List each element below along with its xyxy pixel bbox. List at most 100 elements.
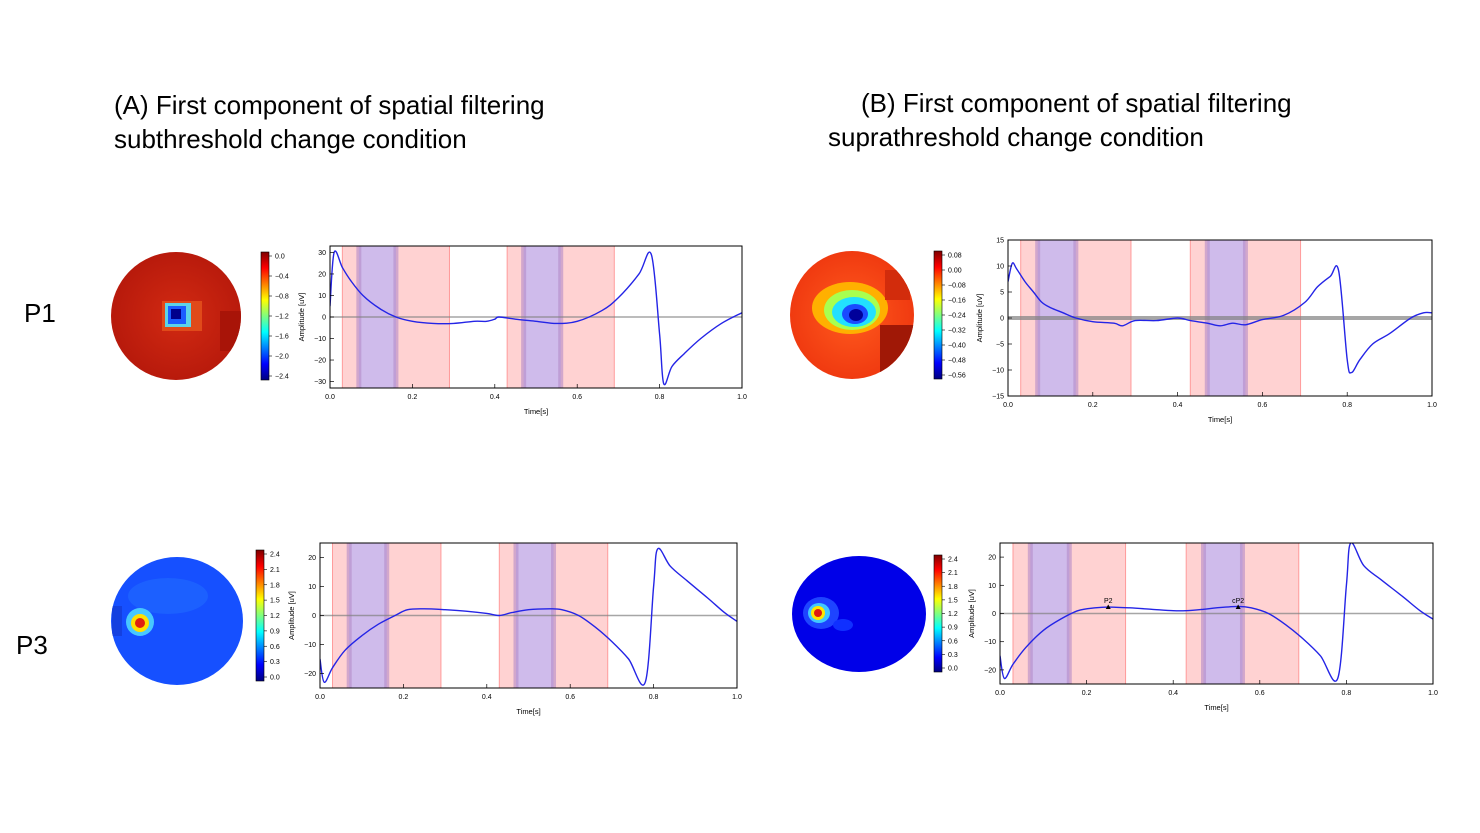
colorbar-label: 0.9	[948, 625, 958, 632]
colorbar-label: 0.0	[270, 675, 280, 682]
y-tick-label: −5	[996, 342, 1004, 349]
y-axis-label: Amplitude [uV]	[287, 591, 296, 640]
x-tick-label: 0.8	[1342, 690, 1352, 697]
x-tick-label: 0.6	[1258, 402, 1268, 409]
y-axis-label: Amplitude [uV]	[297, 293, 306, 342]
row-label-p1: P1	[24, 298, 56, 328]
x-tick-label: 0.0	[325, 394, 335, 401]
y-tick-label: 20	[988, 555, 996, 562]
x-tick-label: 0.2	[399, 694, 409, 701]
title-suprathreshold: (B) First component of spatial filtering…	[828, 86, 1292, 154]
x-axis-label: Time[s]	[516, 707, 540, 716]
x-tick-label: 0.8	[649, 694, 659, 701]
x-tick-label: 0.8	[655, 394, 665, 401]
chart-a-p3: 2.4 2.1 1.8 1.5 1.2 0.9 0.6 0.3 0.0 0.0 0.2 0.4 0.6 0…	[255, 542, 742, 716]
colorbar-label: 0.00	[948, 268, 962, 275]
x-tick-label: 0.4	[490, 394, 500, 401]
colorbar-label: 0.9	[270, 628, 280, 635]
x-tick-label: 0.0	[995, 690, 1005, 697]
colorbar	[255, 549, 265, 682]
colorbar-label: 2.4	[948, 557, 958, 564]
colorbar-label: −1.2	[275, 314, 289, 321]
y-axis-label: Amplitude [uV]	[975, 294, 984, 343]
x-tick-label: 0.0	[315, 694, 325, 701]
peak-marker	[1235, 604, 1241, 610]
colorbar-label: 1.8	[948, 584, 958, 591]
chart-a-p1: 0.0 −0.4 −0.8 −1.2 −1.6 −2.0 −2.4 0.0 0.2 0.4 0.6 0…	[260, 245, 747, 416]
y-tick-label: 10	[996, 264, 1004, 271]
title-b-line2: suprathreshold change condition	[828, 122, 1204, 152]
series-line	[330, 250, 742, 386]
x-tick-label: 0.6	[572, 394, 582, 401]
y-tick-label: 0	[312, 613, 316, 620]
title-a-line1: (A) First component of spatial filtering	[114, 90, 545, 120]
colorbar-label: 1.2	[270, 613, 280, 620]
colorbar-label: 1.8	[270, 582, 280, 589]
title-a-line2: subthreshold change condition	[114, 124, 467, 154]
y-tick-label: −20	[304, 671, 316, 678]
peak-label: P2	[1104, 598, 1113, 605]
colorbar-label: −2.4	[275, 374, 289, 381]
colorbar-label: −0.24	[948, 313, 966, 320]
colorbar-label: 2.4	[270, 552, 280, 559]
row-label-p3: P3	[16, 630, 48, 660]
y-tick-label: 5	[1000, 290, 1004, 297]
colorbar	[933, 554, 943, 673]
chart-b-p3: 2.4 2.1 1.8 1.5 1.2 0.9 0.6 0.3 0.0 P2 cP2 0.0 0.2 0.…	[933, 542, 1438, 712]
peak-label: cP2	[1232, 598, 1244, 605]
x-axis-label: Time[s]	[1208, 415, 1232, 424]
colorbar-label: −0.4	[275, 274, 289, 281]
colorbar-label: −0.48	[948, 358, 966, 365]
colorbar-label: 0.3	[270, 659, 280, 666]
colorbar-label: −0.16	[948, 298, 966, 305]
topomap-a-p3	[111, 557, 243, 685]
title-subthreshold: (A) First component of spatial filtering…	[114, 88, 545, 156]
colorbar-label: 0.08	[948, 253, 962, 260]
colorbar-label: 0.3	[948, 652, 958, 659]
colorbar-label: 1.2	[948, 611, 958, 618]
x-tick-label: 0.2	[408, 394, 418, 401]
x-tick-label: 0.4	[1173, 402, 1183, 409]
y-tick-label: −15	[992, 394, 1004, 401]
y-tick-label: 30	[318, 250, 326, 257]
title-b-line1: (B) First component of spatial filtering	[861, 88, 1292, 118]
x-tick-label: 0.0	[1003, 402, 1013, 409]
y-tick-label: 0	[992, 611, 996, 618]
y-tick-label: 10	[988, 583, 996, 590]
y-tick-label: −20	[314, 358, 326, 365]
series-line	[1008, 262, 1432, 374]
colorbar-label: −0.32	[948, 328, 966, 335]
y-tick-label: 20	[308, 555, 316, 562]
x-tick-label: 0.6	[1255, 690, 1265, 697]
y-tick-label: −20	[984, 667, 996, 674]
colorbar	[933, 250, 943, 380]
x-tick-label: 1.0	[1428, 690, 1438, 697]
colorbar-label: −1.6	[275, 334, 289, 341]
series-line	[320, 547, 737, 686]
x-tick-label: 0.4	[1168, 690, 1178, 697]
colorbar-label: −0.8	[275, 294, 289, 301]
y-tick-label: −30	[314, 379, 326, 386]
colorbar-label: 0.0	[948, 666, 958, 673]
topomap-a-p1	[111, 252, 241, 380]
x-tick-label: 1.0	[732, 694, 742, 701]
y-tick-label: 10	[308, 584, 316, 591]
peak-marker	[1105, 604, 1111, 610]
topomap-b-p3	[792, 556, 926, 672]
y-tick-label: 0	[1000, 316, 1004, 323]
x-tick-label: 0.8	[1342, 402, 1352, 409]
y-tick-label: 0	[322, 315, 326, 322]
topomap-b-p1	[790, 251, 914, 379]
y-tick-label: 10	[318, 293, 326, 300]
y-tick-label: 20	[318, 271, 326, 278]
y-tick-label: −10	[314, 336, 326, 343]
series-line	[1000, 543, 1433, 682]
colorbar-label: 1.5	[948, 597, 958, 604]
colorbar-label: 1.5	[270, 598, 280, 605]
colorbar-label: 0.0	[275, 254, 285, 261]
y-axis-label: Amplitude [uV]	[967, 589, 976, 638]
y-tick-label: −10	[992, 368, 1004, 375]
colorbar-label: −2.0	[275, 354, 289, 361]
colorbar-label: 2.1	[948, 570, 958, 577]
x-tick-label: 1.0	[1427, 402, 1437, 409]
